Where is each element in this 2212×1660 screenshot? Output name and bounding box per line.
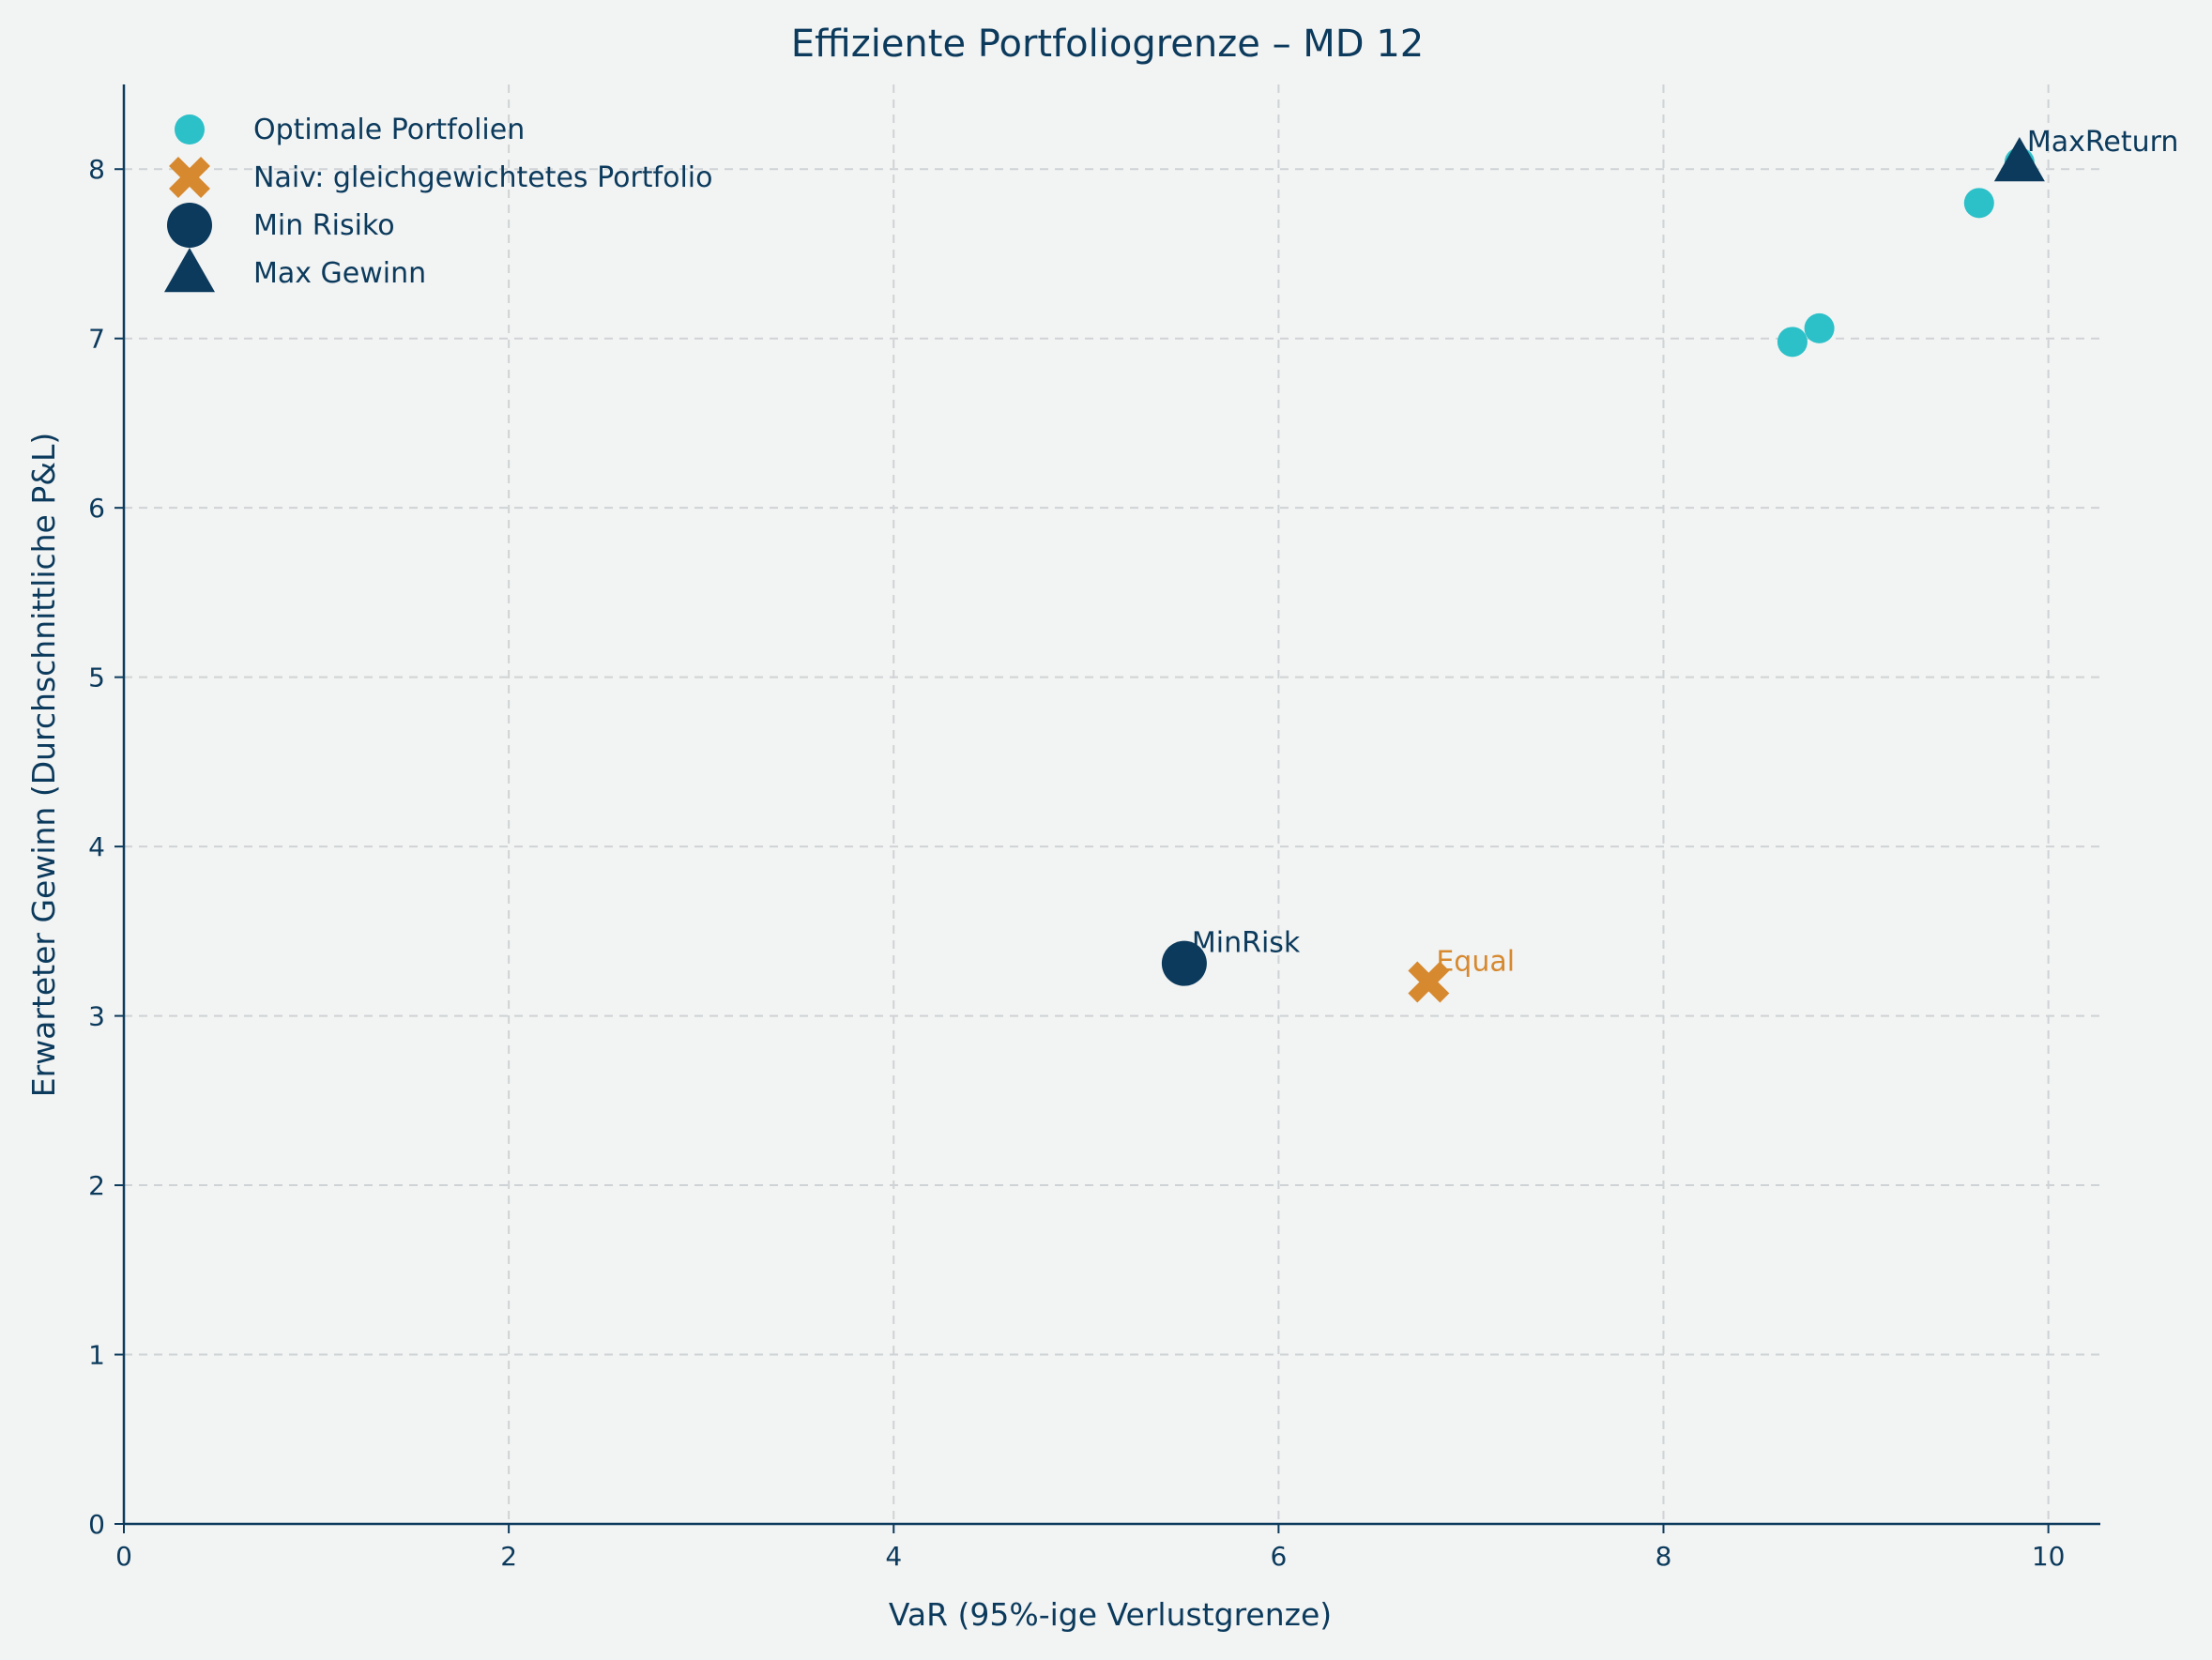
point-3-0 [1993,137,2045,182]
legend-label-3: Max Gewinn [253,257,426,290]
point-0-1 [1804,312,1835,343]
legend: Optimale Portfolien Naiv: gleichgewichtet… [164,114,713,293]
point-annotations: MinRisk Equal MaxReturn [1192,126,2179,978]
y-tick-label: 4 [88,831,105,862]
annotation-0: MinRisk [1192,927,1301,960]
legend-label-1: Naiv: gleichgewichtetes Portfolio [253,161,713,194]
point-2-0 [1161,940,1207,986]
axes [114,84,2100,1533]
chart-title: Effiziente Portfoliogrenze – MD 12 [791,23,1424,66]
x-tick-label: 4 [885,1541,902,1572]
y-tick-label: 1 [88,1340,105,1371]
x-tick-label: 2 [500,1541,517,1572]
y-tick-label: 7 [88,324,105,355]
legend-marker-3 [164,248,215,293]
y-tick-label: 0 [88,1509,105,1540]
y-tick-label: 8 [88,154,105,185]
y-tick-label: 3 [88,1001,105,1032]
legend-marker-0 [175,114,205,145]
data-points [1161,137,2045,1003]
y-tick-label: 6 [88,493,105,524]
y-axis-label: Erwarteter Gewinn (Durchschnittliche P&L… [25,433,62,1098]
x-tick-label: 6 [1270,1541,1287,1572]
x-marker-stroke [1408,961,1450,1003]
x-tick-label: 8 [1655,1541,1672,1572]
y-tick-label: 5 [88,662,105,693]
point-0-2 [1963,188,1994,219]
tick-labels: 0 2 4 6 8 10 0 1 2 3 4 5 6 7 8 [88,154,2065,1572]
point-1-0 [1408,961,1450,1003]
legend-label-0: Optimale Portfolien [253,114,525,146]
legend-label-2: Min Risiko [253,209,395,242]
x-tick-label: 10 [2032,1541,2066,1572]
x-axis-label: VaR (95%-ige Verlustgrenze) [889,1596,1332,1633]
annotation-2: MaxReturn [2027,126,2179,159]
legend-marker-2 [167,203,212,248]
legend-marker-1 [169,157,210,198]
x-tick-label: 0 [115,1541,132,1572]
point-0-0 [1777,327,1808,358]
grid-lines [124,84,2100,1524]
y-tick-label: 2 [88,1170,105,1201]
annotation-1: Equal [1436,945,1515,978]
x-marker-stroke [169,157,210,198]
